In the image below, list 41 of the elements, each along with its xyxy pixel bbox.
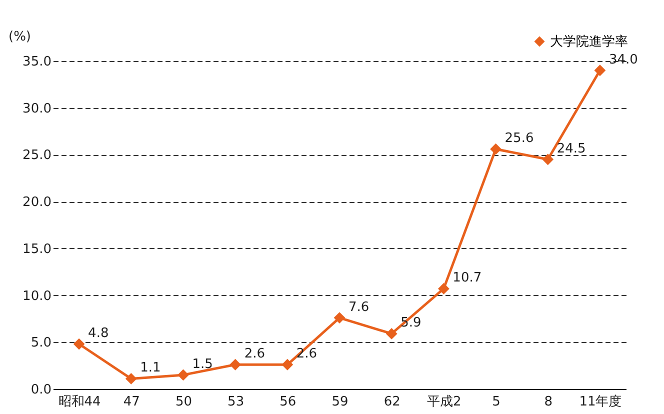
- point: [73, 338, 85, 350]
- x-tick-label: 47: [123, 394, 140, 410]
- point: [282, 358, 294, 370]
- data-label: 7.6: [348, 300, 370, 315]
- y-tick-label: 30.0: [22, 101, 52, 116]
- point: [230, 358, 242, 370]
- data-label: 2.6: [244, 346, 266, 362]
- data-label: 10.7: [452, 270, 482, 286]
- y-tick-label: 15.0: [22, 242, 52, 257]
- x-tick-label: 昭和44: [58, 394, 101, 410]
- data-label: 4.8: [88, 326, 109, 342]
- x-tick-label: 56: [280, 394, 296, 410]
- y-tick-label: 5.0: [30, 336, 52, 351]
- x-tick-label: 平成2: [427, 394, 462, 410]
- y-tick-label: 0.0: [30, 382, 52, 398]
- y-axis-title: (%): [8, 30, 31, 44]
- data-label: 25.6: [504, 131, 534, 146]
- y-tick-label: 35.0: [22, 54, 52, 70]
- point: [438, 283, 450, 294]
- data-label: 1.1: [140, 360, 161, 376]
- x-tick-label: 59: [332, 394, 348, 410]
- point: [594, 64, 606, 76]
- x-tick-label: 50: [175, 394, 192, 410]
- y-tick-label: 25.0: [22, 148, 52, 164]
- point: [490, 143, 502, 155]
- data-label: 24.5: [556, 141, 586, 156]
- x-tick-label: 53: [228, 394, 244, 410]
- point: [334, 312, 346, 324]
- point: [178, 369, 189, 381]
- x-tick-label: 5: [492, 394, 500, 410]
- x-tick-label: 8: [544, 394, 553, 410]
- x-tick-label: 11年度: [579, 394, 622, 410]
- point: [125, 372, 137, 384]
- legend-label: 大学院進学率: [550, 34, 628, 50]
- y-tick-label: 10.0: [22, 288, 52, 304]
- data-label: 1.5: [192, 356, 213, 372]
- point: [386, 328, 398, 340]
- y-tick-label: 20.0: [22, 195, 52, 210]
- x-tick-label: 62: [384, 394, 400, 410]
- data-label: 34.0: [608, 52, 638, 68]
- point: [542, 154, 554, 166]
